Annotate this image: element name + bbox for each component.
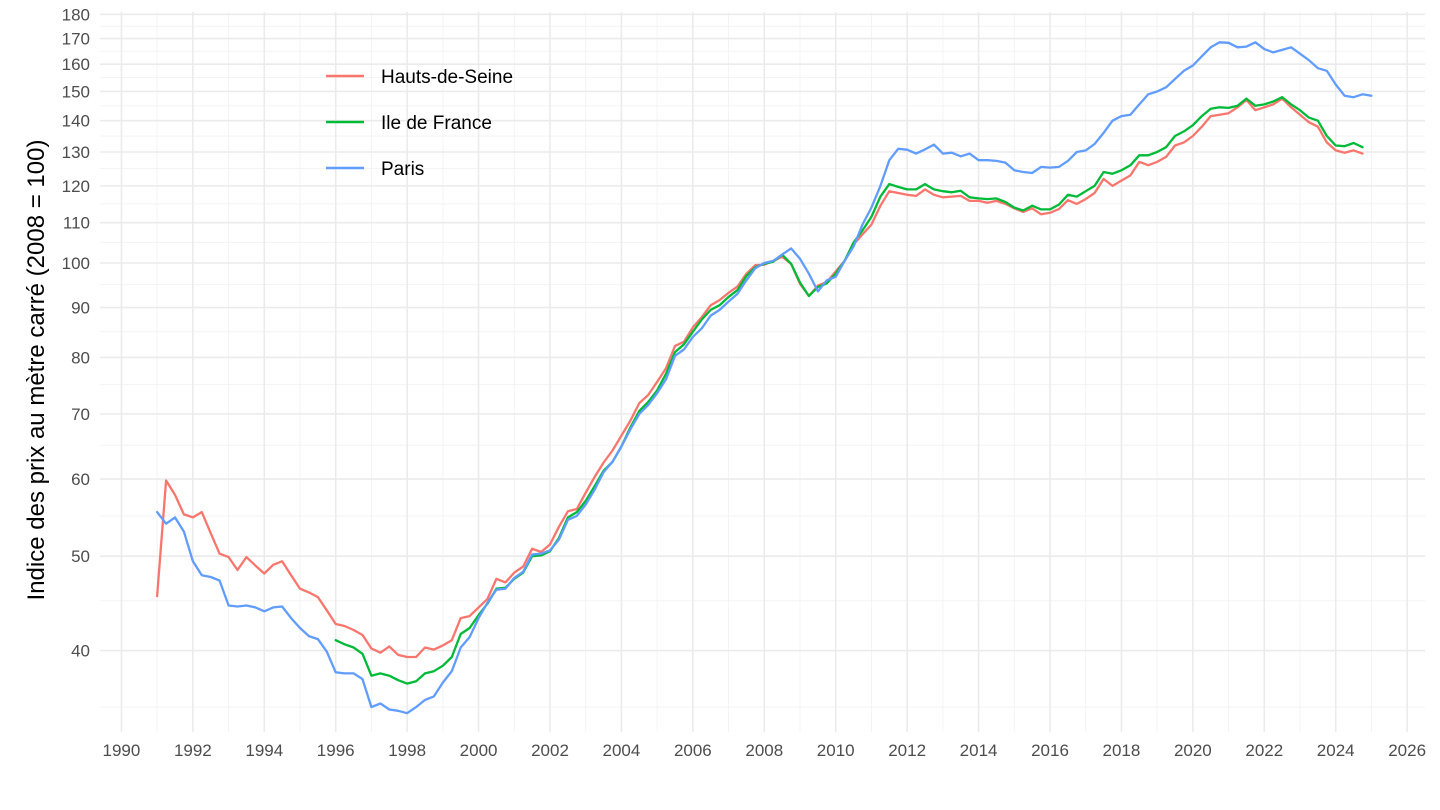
- grid-lines: [100, 12, 1425, 732]
- x-tick-label: 2014: [960, 741, 998, 760]
- x-tick-label: 2012: [888, 741, 926, 760]
- x-tick-label: 1990: [103, 741, 141, 760]
- y-tick-label: 80: [71, 348, 90, 367]
- x-tick-label: 2010: [817, 741, 855, 760]
- x-tick-label: 2002: [531, 741, 569, 760]
- y-tick-label: 180: [62, 5, 90, 24]
- x-tick-label: 2024: [1317, 741, 1355, 760]
- x-tick-label: 2008: [745, 741, 783, 760]
- y-tick-label: 170: [62, 30, 90, 49]
- y-tick-label: 90: [71, 299, 90, 318]
- y-tick-label: 110: [63, 214, 90, 233]
- x-tick-label: 2026: [1388, 741, 1426, 760]
- legend-label-ile-de-france: Ile de France: [381, 113, 492, 134]
- x-tick-label: 2020: [1174, 741, 1212, 760]
- x-tick-label: 2022: [1245, 741, 1283, 760]
- y-tick-label: 50: [71, 547, 90, 566]
- y-tick-label: 120: [62, 177, 90, 196]
- x-tick-label: 1992: [174, 741, 212, 760]
- x-tick-label: 2004: [603, 741, 641, 760]
- y-tick-label: 160: [62, 55, 90, 74]
- y-tick-label: 100: [62, 254, 90, 273]
- y-tick-label: 140: [62, 112, 90, 131]
- y-tick-label: 130: [62, 143, 90, 162]
- legend-label-paris: Paris: [381, 159, 424, 180]
- x-tick-label: 1994: [245, 741, 283, 760]
- legend-label-hauts-de-seine: Hauts-de-Seine: [381, 67, 513, 88]
- legend: Hauts-de-Seine Ile de France Paris: [326, 67, 513, 180]
- x-tick-label: 1996: [317, 741, 355, 760]
- x-tick-label: 2018: [1103, 741, 1141, 760]
- series-line-paris: [155, 41, 1373, 715]
- y-tick-label: 150: [62, 82, 90, 101]
- y-tick-label: 60: [71, 470, 90, 489]
- y-axis-title: Indice des prix au mètre carré (2008 = 1…: [23, 140, 50, 601]
- y-axis-tick-labels: 40 50 60 70 80 90 100 110 120 130 140 150 160 170 180: [62, 5, 90, 660]
- y-tick-label: 40: [71, 642, 90, 661]
- x-tick-label: 2016: [1031, 741, 1069, 760]
- x-tick-label: 1998: [388, 741, 426, 760]
- y-tick-label: 70: [71, 405, 90, 424]
- x-axis-tick-labels: 1990 1992 1994 1996 1998 2000 2002 2004 2006 2008…: [103, 741, 1427, 760]
- x-tick-label: 2006: [674, 741, 712, 760]
- series-lines: [155, 41, 1373, 715]
- x-tick-label: 2000: [460, 741, 498, 760]
- series-line-hauts-de-seine: [155, 97, 1364, 659]
